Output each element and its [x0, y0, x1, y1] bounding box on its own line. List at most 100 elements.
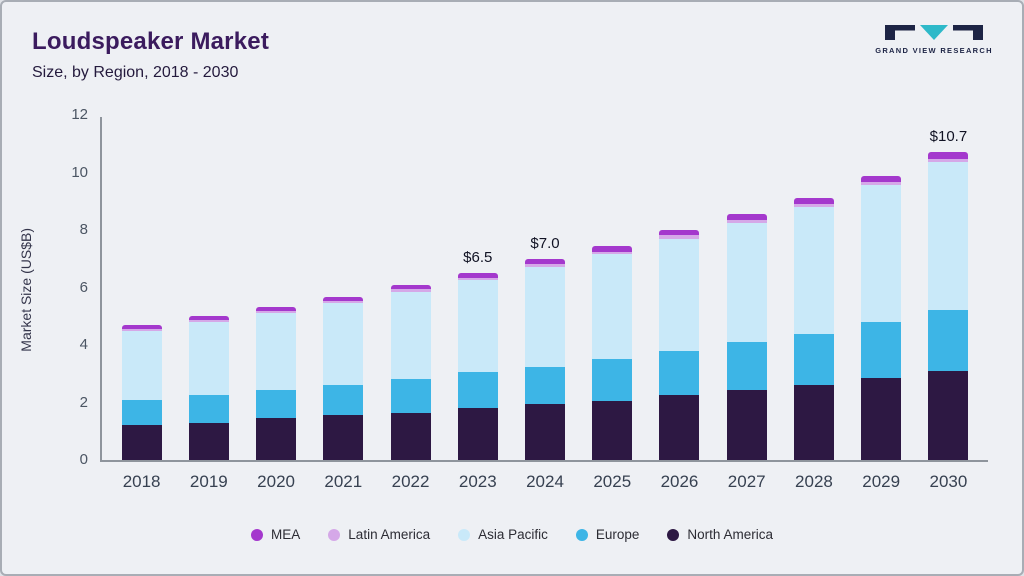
- legend-label: Europe: [595, 527, 640, 542]
- x-tick-label: 2028: [795, 472, 833, 491]
- bar-segment-asia-pacific: [659, 238, 700, 351]
- bar-segment-north-america: [793, 385, 834, 460]
- bar-segment-asia-pacific: [323, 303, 364, 386]
- legend-swatch: [328, 528, 341, 541]
- legend-label: Latin America: [348, 527, 431, 542]
- bar-stack: $10.7: [928, 128, 969, 460]
- bar-segment-north-america: [121, 425, 162, 460]
- bar-segment-asia-pacific: [726, 222, 767, 343]
- bar-segment-north-america: [323, 415, 364, 460]
- bar-stack: [592, 246, 633, 460]
- x-tick-label: 2018: [122, 472, 161, 491]
- legend: MEA Latin America Asia Pacific Europe North …: [2, 527, 1022, 542]
- bar-column-2021: 2021: [310, 117, 377, 491]
- y-axis-title-wrap: Market Size (US$B): [18, 117, 34, 462]
- bar-segment-europe: [726, 342, 767, 390]
- bar-segment-europe: [256, 389, 297, 419]
- legend-label: MEA: [271, 527, 301, 542]
- y-tick-label: 4: [79, 336, 88, 353]
- bar-column-2028: 2028: [780, 117, 847, 491]
- bar-segment-latin-america: [323, 301, 364, 304]
- bar-segment-asia-pacific: [390, 291, 431, 380]
- bar-column-2020: 2020: [242, 117, 309, 491]
- bar-stack: [121, 324, 162, 460]
- bar-stack: $7.0: [525, 235, 566, 460]
- bar-segment-asia-pacific: [188, 321, 229, 396]
- bar-column-2018: 2018: [108, 117, 175, 491]
- bar-segment-north-america: [726, 389, 767, 460]
- annotation-label: $6.5: [463, 249, 493, 267]
- bar-segment-latin-america: [457, 277, 498, 281]
- plot-area: 2018 2019 2020 2021 2022 $6.5 2023 $7.0 2024 2025…: [71, 106, 988, 491]
- bar-segment-north-america: [861, 378, 902, 460]
- bar-segment-mea: [793, 197, 834, 204]
- x-tick-label: 2022: [391, 472, 430, 491]
- annotation-label: $10.7: [929, 128, 968, 146]
- legend-item-europe: Europe: [575, 527, 640, 542]
- bar-segment-latin-america: [592, 251, 633, 255]
- bar-segment-europe: [793, 333, 834, 386]
- bar-stack: $6.5: [457, 249, 498, 460]
- legend-swatch: [667, 528, 680, 541]
- legend-swatch: [575, 528, 588, 541]
- bar-segment-asia-pacific: [592, 254, 633, 360]
- bar-segment-asia-pacific: [861, 185, 902, 322]
- x-tick-label: 2025: [593, 472, 632, 491]
- bar-segment-asia-pacific: [793, 207, 834, 334]
- bar-segment-asia-pacific: [121, 330, 162, 400]
- bar-column-2019: 2019: [175, 117, 242, 491]
- bar-segment-mea: [256, 307, 297, 312]
- bar-stack: [323, 296, 364, 460]
- bar-segment-europe: [928, 310, 969, 371]
- bar-segment-north-america: [592, 401, 633, 460]
- bar-stack: [390, 284, 431, 460]
- bar-segment-mea: [659, 230, 700, 236]
- bar-segment-latin-america: [121, 328, 162, 331]
- bar-segment-north-america: [659, 395, 700, 460]
- logo-mark-icon: [885, 25, 983, 40]
- bar-stack: [659, 230, 700, 460]
- x-tick-label: 2026: [660, 472, 699, 491]
- legend-label: Asia Pacific: [478, 527, 548, 542]
- bar-column-2022: 2022: [377, 117, 444, 491]
- bar-stack: [793, 197, 834, 460]
- legend-swatch: [251, 528, 264, 541]
- bar-stack: [188, 316, 229, 460]
- y-tick-label: 8: [79, 221, 88, 238]
- bar-segment-north-america: [390, 412, 431, 460]
- bar-segment-mea: [525, 258, 566, 264]
- bar-stack: [861, 175, 902, 460]
- legend-item-latin-america: Latin America: [328, 527, 430, 542]
- bar-segment-asia-pacific: [256, 313, 297, 390]
- x-tick-label: 2029: [862, 472, 901, 491]
- bar-segment-europe: [861, 322, 902, 379]
- y-tick-label: 10: [71, 163, 88, 181]
- grand-view-research-logo: GRAND VIEW RESEARCH: [875, 24, 992, 55]
- legend-item-mea: MEA: [251, 527, 300, 542]
- bar-stack: [256, 307, 297, 460]
- bar-segment-europe: [592, 359, 633, 402]
- annotation-label: $7.0: [530, 234, 560, 252]
- y-tick-label: 6: [79, 278, 88, 296]
- bars-container: 2018 2019 2020 2021 2022 $6.5 2023 $7.0 2024 2025…: [102, 117, 988, 491]
- page-subtitle: Size, by Region, 2018 - 2030: [32, 64, 239, 81]
- y-tick-label: 2: [79, 393, 88, 411]
- bar-segment-latin-america: [256, 311, 297, 314]
- x-tick-label: 2027: [727, 472, 766, 491]
- bar-segment-latin-america: [726, 219, 767, 223]
- logo-text: GRAND VIEW RESEARCH: [875, 46, 993, 55]
- page-title: Loudspeaker Market: [32, 28, 270, 55]
- bar-segment-mea: [390, 284, 431, 290]
- bar-stack: [726, 214, 767, 460]
- bar-column-2023: $6.5 2023: [444, 117, 511, 491]
- y-tick-label: 12: [71, 106, 88, 123]
- legend-item-asia-pacific: Asia Pacific: [458, 527, 548, 542]
- bar-segment-north-america: [188, 422, 229, 460]
- bar-segment-north-america: [256, 418, 297, 460]
- bar-segment-mea: [592, 246, 633, 252]
- bar-segment-latin-america: [188, 319, 229, 322]
- bar-segment-asia-pacific: [525, 266, 566, 367]
- bar-column-2027: 2027: [713, 117, 780, 491]
- bar-column-2025: 2025: [579, 117, 646, 491]
